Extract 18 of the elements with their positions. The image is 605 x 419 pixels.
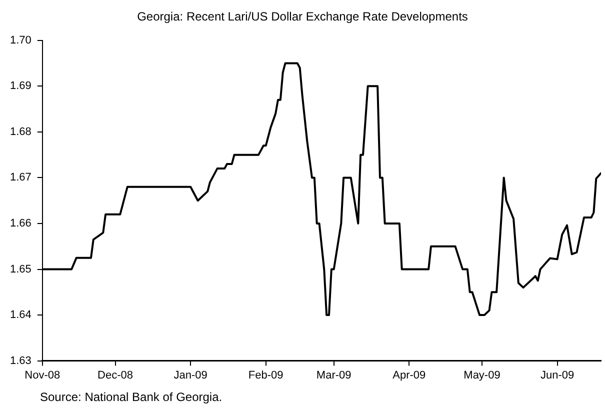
x-tick-label: Jan-09 [174, 369, 208, 382]
y-tick-label: 1.65 [10, 263, 32, 276]
y-tick-label: 1.66 [10, 218, 32, 230]
x-tick-label: Apr-09 [392, 369, 426, 382]
x-tick-label: Mar-09 [316, 369, 352, 382]
source-note: Source: National Bank of Georgia. [40, 390, 222, 404]
y-tick-label: 1.68 [10, 126, 32, 138]
chart-title: Georgia: Recent Lari/US Dollar Exchange Rate Developments [137, 10, 468, 24]
y-tick-label: 1.70 [10, 34, 32, 46]
x-tick-label: Nov-08 [24, 369, 60, 382]
y-tick-label: 1.63 [10, 354, 32, 367]
y-tick-label: 1.64 [10, 309, 32, 322]
x-tick-label: May-09 [464, 369, 500, 382]
y-tick-label: 1.67 [10, 172, 32, 184]
x-tick-label: Jun-09 [540, 369, 574, 382]
x-tick-label: Dec-08 [98, 369, 134, 382]
y-tick-label: 1.69 [10, 80, 32, 92]
x-tick-label: Feb-09 [248, 369, 284, 382]
